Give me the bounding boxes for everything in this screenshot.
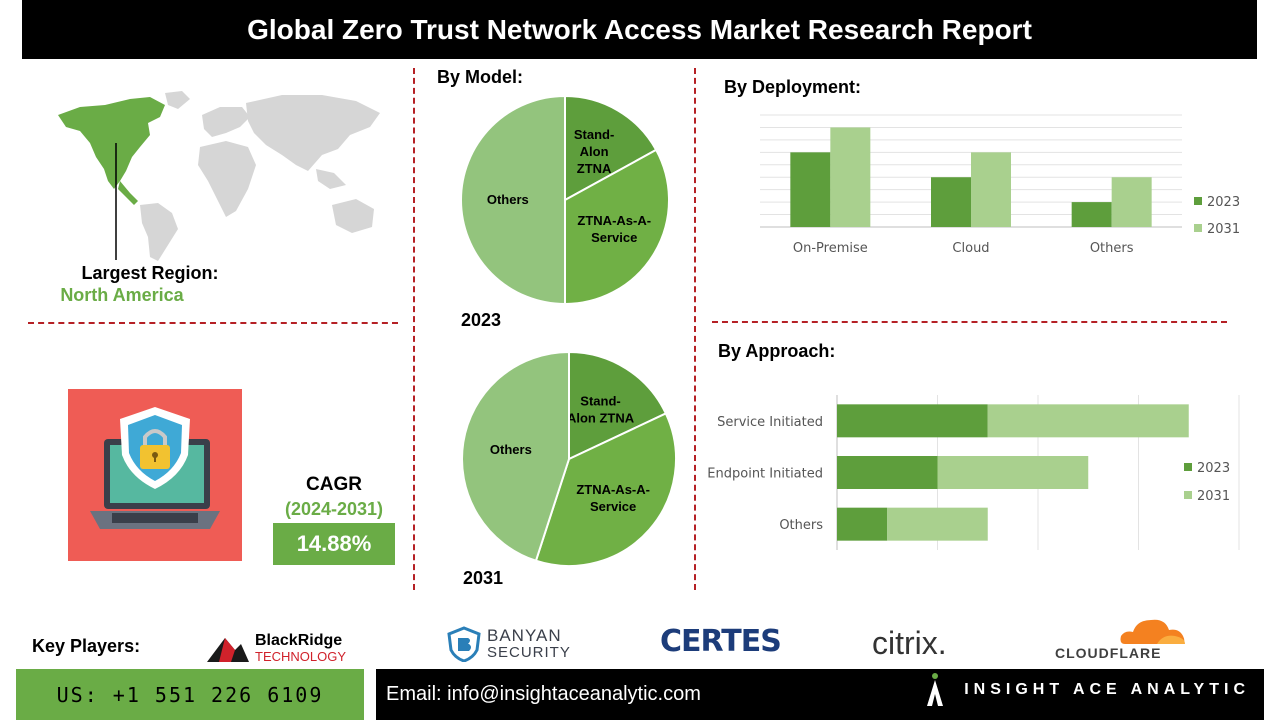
key-players-label: Key Players: bbox=[32, 636, 141, 656]
email-address[interactable]: Email: info@insightaceanalytic.com bbox=[376, 669, 1264, 720]
pie-slice-stand-alon-ztna bbox=[564, 94, 658, 202]
approach-legend-2031: 2031 bbox=[1197, 489, 1230, 504]
approach-section-title: By Approach: bbox=[718, 341, 836, 361]
pie-label-ztna-as-a-service: ZTNA-As-A-Service bbox=[577, 213, 651, 245]
pie-slice-ztna-as-a-service bbox=[564, 148, 670, 306]
blackridge-sub: TECHNOLOGY bbox=[255, 649, 347, 664]
divider-center-right bbox=[694, 68, 696, 590]
deployment-legend-2023: 2023 bbox=[1207, 195, 1240, 210]
europe-region bbox=[202, 107, 250, 137]
north-america-region bbox=[58, 97, 165, 189]
africa-region bbox=[198, 141, 256, 217]
largest-region-value: North America bbox=[60, 285, 184, 305]
largest-region-label: Largest Region: bbox=[81, 263, 219, 283]
deployment-bar-cloud-2023 bbox=[931, 177, 971, 227]
approach-category-others: Others bbox=[779, 518, 823, 533]
cloudflare-logo: CLOUDFLARE bbox=[1055, 612, 1195, 662]
deployment-category-on-premise: On-Premise bbox=[793, 241, 868, 256]
cloudflare-cloud-icon bbox=[1120, 619, 1185, 644]
pie-slice-others bbox=[461, 350, 570, 563]
pie-chart-2023: Stand-Alon ZTNA ZTNA-As-A-Service Others bbox=[460, 94, 670, 306]
approach-category-endpoint-initiated: Endpoint Initiated bbox=[707, 467, 823, 482]
pie-label-stand-alon-ztna: Stand-Alon ZTNA bbox=[567, 393, 635, 425]
pie-label-others: Others bbox=[487, 192, 529, 207]
phone-number[interactable]: US: +1 551 226 6109 bbox=[16, 669, 364, 720]
cagr-value: 14.88% bbox=[273, 523, 395, 565]
pie-label-stand-alon-ztna: Stand-Alon ZTNA bbox=[574, 127, 614, 176]
approach-bar-others-2031 bbox=[887, 507, 988, 541]
divider-right bbox=[712, 321, 1227, 323]
deployment-category-cloud: Cloud bbox=[952, 241, 989, 256]
cloudflare-name: CLOUDFLARE bbox=[1055, 645, 1162, 661]
approach-bar-endpoint-initiated-2031 bbox=[937, 456, 1089, 489]
blackridge-mountain-icon bbox=[207, 638, 249, 662]
laptop-shield-icon bbox=[68, 389, 242, 561]
approach-bar-others-2023 bbox=[837, 507, 888, 541]
approach-legend-swatch-2023 bbox=[1184, 463, 1192, 471]
deployment-legend-2031: 2031 bbox=[1207, 222, 1240, 237]
blackridge-name: BlackRidge bbox=[255, 632, 343, 649]
deployment-bar-on-premise-2031 bbox=[830, 127, 871, 227]
approach-category-service-initiated: Service Initiated bbox=[717, 415, 823, 430]
asia-region bbox=[246, 95, 380, 171]
deployment-bar-cloud-2031 bbox=[971, 152, 1011, 227]
model-section-title: By Model: bbox=[437, 67, 524, 87]
deployment-bar-chart: On-Premise Cloud Others 2023 2031 bbox=[760, 114, 1240, 256]
cagr-label: CAGR bbox=[306, 474, 362, 495]
insight-ace-logo-icon bbox=[927, 673, 943, 706]
deployment-section-title: By Deployment: bbox=[724, 77, 862, 97]
deployment-bar-others-2023 bbox=[1071, 202, 1112, 227]
pie-2023-year: 2023 bbox=[461, 310, 502, 330]
banyan-sub: SECURITY bbox=[487, 644, 571, 661]
approach-bar-chart: Service Initiated Endpoint Initiated Other… bbox=[707, 395, 1240, 550]
approach-bar-service-initiated-2031 bbox=[987, 404, 1189, 438]
cagr-years: (2024-2031) bbox=[284, 499, 384, 519]
world-map bbox=[58, 91, 380, 261]
pie-2031-year: 2031 bbox=[463, 568, 504, 588]
banyan-logo: BANYAN SECURITY bbox=[447, 624, 577, 664]
pie-label-others: Others bbox=[490, 442, 532, 457]
banyan-name: BANYAN bbox=[487, 626, 562, 645]
approach-bar-endpoint-initiated-2023 bbox=[837, 456, 938, 489]
approach-bar-service-initiated-2023 bbox=[837, 404, 988, 438]
page-title: Global Zero Trust Network Access Market … bbox=[22, 0, 1257, 59]
deployment-bar-others-2031 bbox=[1111, 177, 1152, 227]
divider-center-left bbox=[413, 68, 415, 590]
divider-left bbox=[28, 322, 398, 324]
pie-slice-stand-alon-ztna bbox=[568, 350, 668, 461]
south-america-region bbox=[140, 203, 178, 261]
pie-label-ztna-as-a-service: ZTNA-As-A-Service bbox=[576, 482, 650, 514]
citrix-logo: citrix. bbox=[872, 625, 947, 661]
pie-slice-ztna-as-a-service bbox=[534, 412, 677, 567]
pie-slice-others bbox=[460, 94, 566, 306]
banyan-shield-icon bbox=[447, 626, 481, 662]
certes-logo: CERTES bbox=[660, 624, 782, 659]
deployment-legend-swatch-2023 bbox=[1194, 197, 1202, 205]
approach-legend-2023: 2023 bbox=[1197, 461, 1230, 476]
australia-region bbox=[332, 199, 374, 233]
pie-chart-2031: Stand-Alon ZTNA ZTNA-As-A-Service Others bbox=[461, 350, 677, 567]
blackridge-logo: BlackRidge TECHNOLOGY bbox=[205, 628, 355, 668]
deployment-bar-on-premise-2023 bbox=[790, 152, 831, 227]
deployment-legend-swatch-2031 bbox=[1194, 224, 1202, 232]
deployment-category-others: Others bbox=[1090, 241, 1134, 256]
brand-name: INSIGHT ACE ANALYTIC bbox=[964, 681, 1250, 698]
approach-legend-swatch-2031 bbox=[1184, 491, 1192, 499]
